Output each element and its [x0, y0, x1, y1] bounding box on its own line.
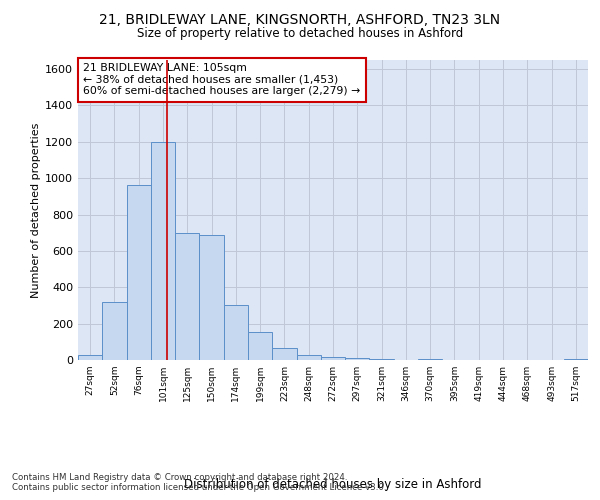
Bar — [345, 358, 370, 360]
Text: 21 BRIDLEWAY LANE: 105sqm
← 38% of detached houses are smaller (1,453)
60% of se: 21 BRIDLEWAY LANE: 105sqm ← 38% of detac… — [83, 63, 361, 96]
Bar — [418, 358, 442, 360]
Bar — [199, 234, 224, 360]
Bar — [224, 306, 248, 360]
Text: Size of property relative to detached houses in Ashford: Size of property relative to detached ho… — [137, 28, 463, 40]
Text: Contains HM Land Registry data © Crown copyright and database right 2024.: Contains HM Land Registry data © Crown c… — [12, 472, 347, 482]
Bar — [127, 186, 151, 360]
Bar — [248, 332, 272, 360]
Bar — [175, 232, 199, 360]
Bar — [151, 142, 175, 360]
Bar — [296, 354, 321, 360]
Bar — [102, 302, 127, 360]
Bar — [564, 358, 588, 360]
Y-axis label: Number of detached properties: Number of detached properties — [31, 122, 41, 298]
Bar — [321, 356, 345, 360]
X-axis label: Distribution of detached houses by size in Ashford: Distribution of detached houses by size … — [184, 478, 482, 490]
Bar — [370, 359, 394, 360]
Text: 21, BRIDLEWAY LANE, KINGSNORTH, ASHFORD, TN23 3LN: 21, BRIDLEWAY LANE, KINGSNORTH, ASHFORD,… — [100, 12, 500, 26]
Bar — [272, 348, 296, 360]
Bar — [78, 354, 102, 360]
Text: Contains public sector information licensed under the Open Government Licence v3: Contains public sector information licen… — [12, 484, 386, 492]
